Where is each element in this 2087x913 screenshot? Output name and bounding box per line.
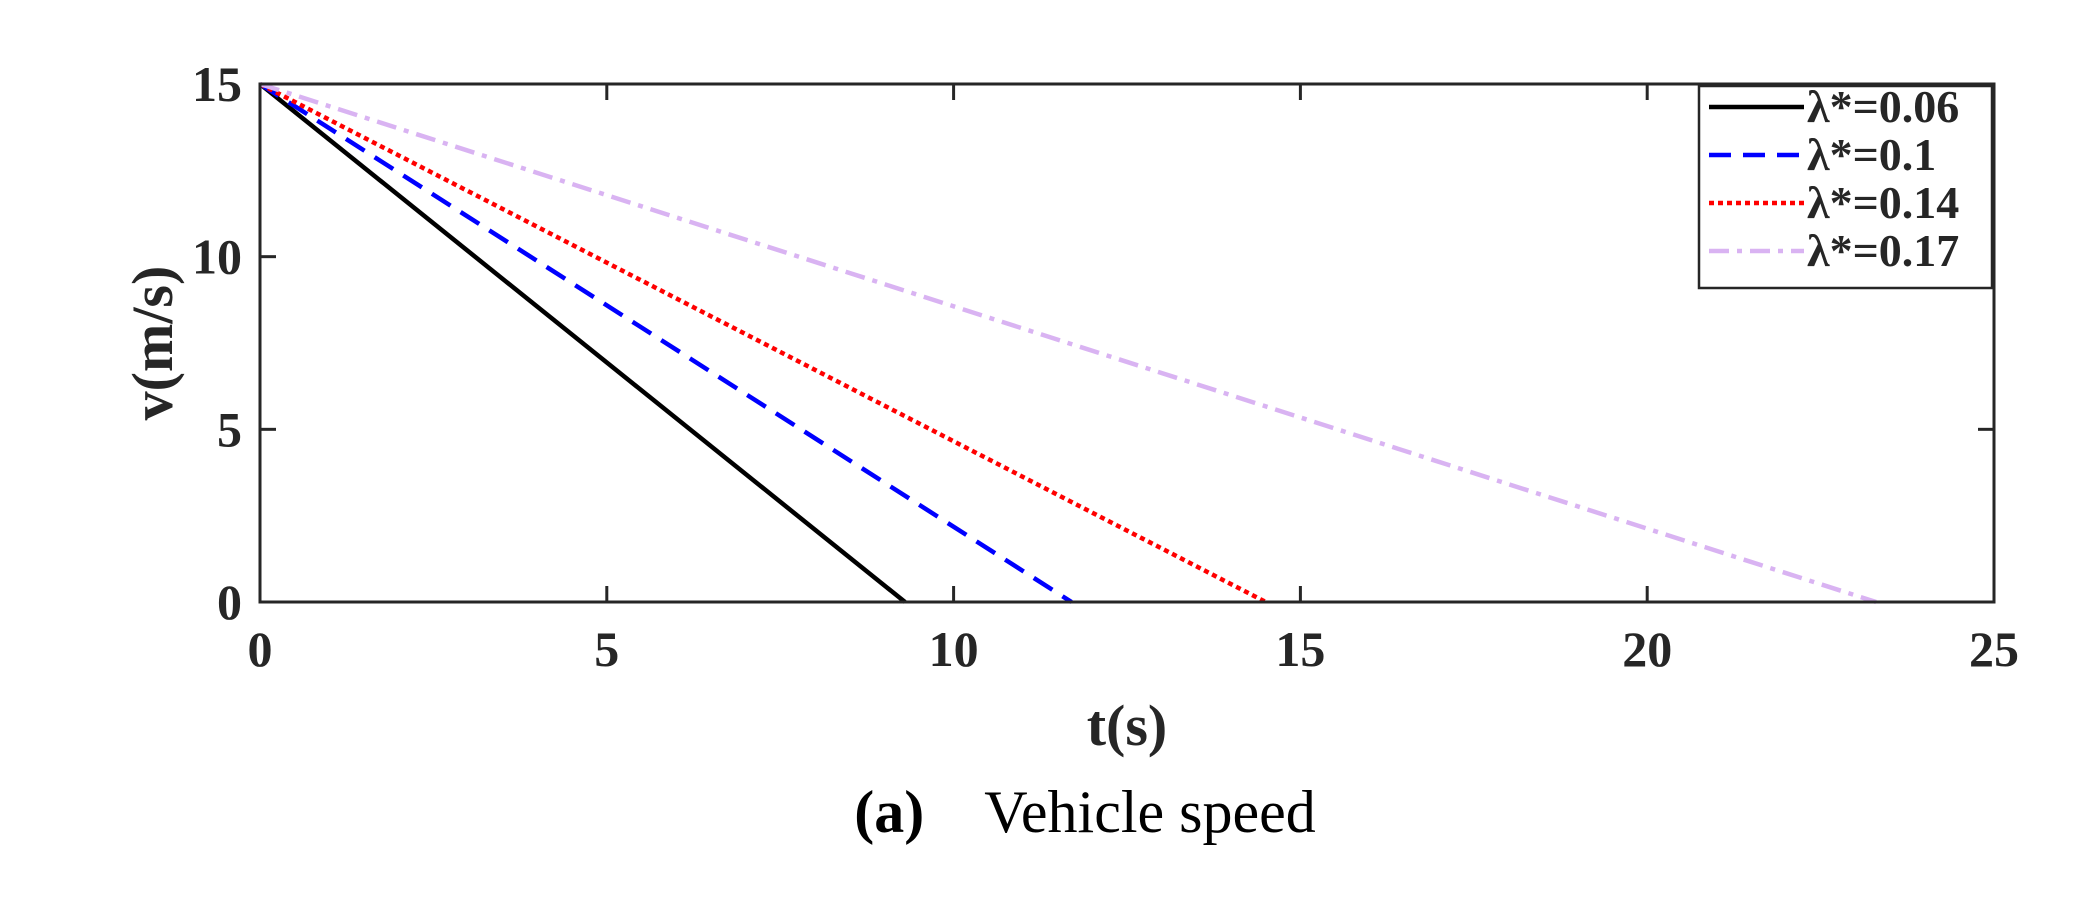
x-tick-label: 20 <box>1622 621 1672 677</box>
x-tick-label: 10 <box>929 621 979 677</box>
figure-caption: (a) Vehicle speed <box>854 779 1316 845</box>
legend-label-2: λ*=0.14 <box>1807 177 1959 228</box>
y-tick-label: 10 <box>192 229 242 285</box>
legend-label-1: λ*=0.1 <box>1807 129 1936 180</box>
series-line-3 <box>259 81 1877 605</box>
legend: λ*=0.06λ*=0.1λ*=0.14λ*=0.17 <box>1697 81 1994 290</box>
y-axis-label: v(m/s) <box>120 266 185 421</box>
legend-label-0: λ*=0.06 <box>1807 81 1959 132</box>
x-tick-label: 15 <box>1275 621 1325 677</box>
x-tick-label: 0 <box>248 621 273 677</box>
caption-text: Vehicle speed <box>984 779 1316 845</box>
x-tick-label: 25 <box>1969 621 2019 677</box>
x-tick-label: 5 <box>594 621 619 677</box>
y-tick-label: 15 <box>192 56 242 112</box>
plot-area-frame <box>258 82 1996 604</box>
x-axis-label: t(s) <box>1087 693 1168 758</box>
legend-box <box>1697 84 1994 290</box>
y-tick-label: 0 <box>217 574 242 630</box>
legend-label-3: λ*=0.17 <box>1807 225 1959 276</box>
series-line-1 <box>258 82 1073 604</box>
series-layer <box>258 81 1877 605</box>
tick-layer: 0 5 10 15 20 25 0 5 10 15 <box>192 56 2019 677</box>
series-line-0 <box>258 82 907 604</box>
caption-letter: (a) <box>854 779 924 845</box>
y-tick-label: 5 <box>217 401 242 457</box>
